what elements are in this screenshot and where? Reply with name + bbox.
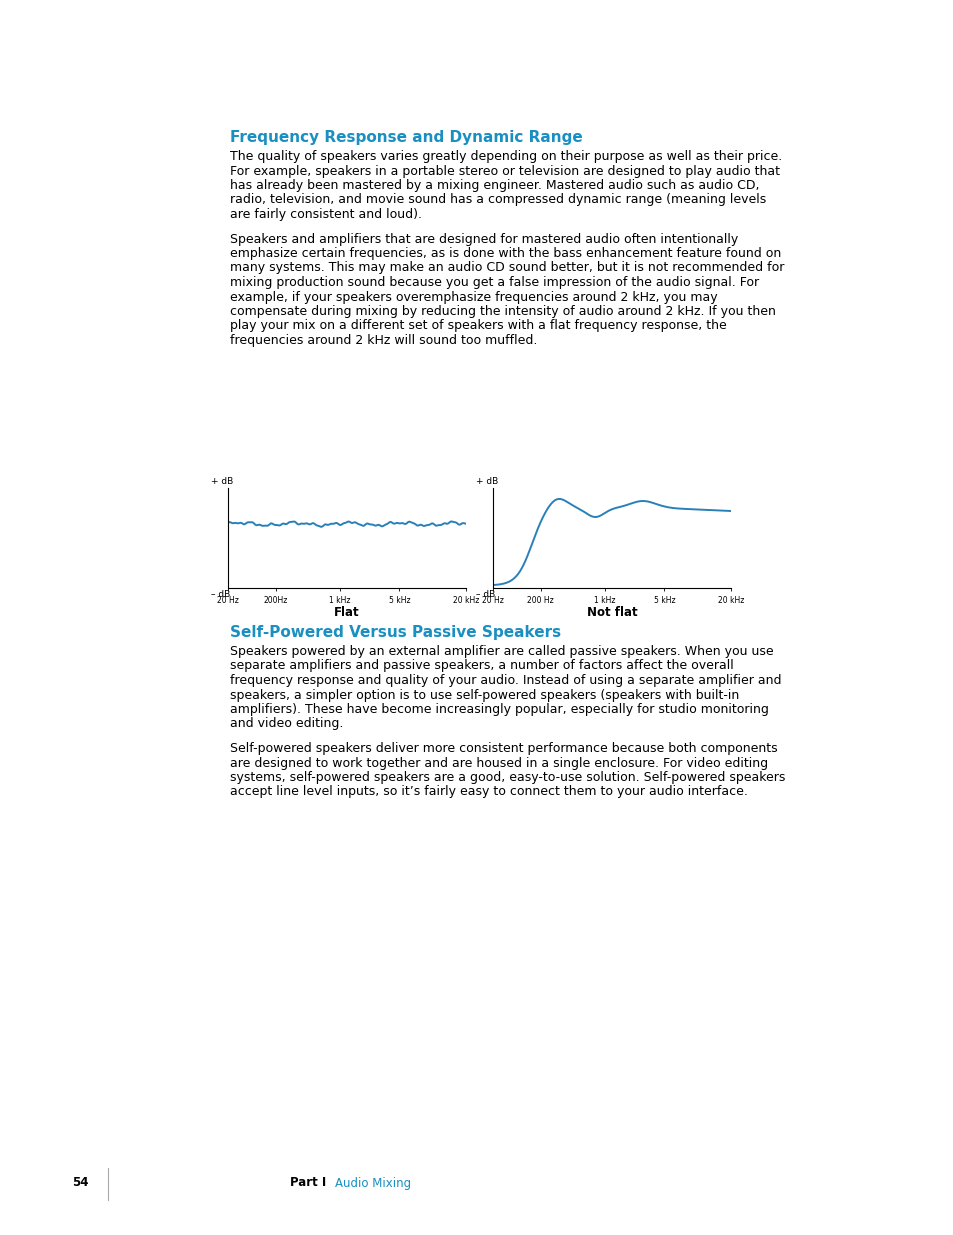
Text: Self-powered speakers deliver more consistent performance because both component: Self-powered speakers deliver more consi…: [230, 742, 777, 755]
Text: separate amplifiers and passive speakers, a number of factors affect the overall: separate amplifiers and passive speakers…: [230, 659, 733, 673]
Text: are designed to work together and are housed in a single enclosure. For video ed: are designed to work together and are ho…: [230, 757, 767, 769]
Text: Not flat: Not flat: [586, 606, 637, 619]
Text: systems, self-powered speakers are a good, easy-to-use solution. Self-powered sp: systems, self-powered speakers are a goo…: [230, 771, 784, 784]
Text: – dB: – dB: [212, 590, 231, 599]
Text: and video editing.: and video editing.: [230, 718, 343, 730]
Text: Speakers and amplifiers that are designed for mastered audio often intentionally: Speakers and amplifiers that are designe…: [230, 232, 738, 246]
Text: frequency response and quality of your audio. Instead of using a separate amplif: frequency response and quality of your a…: [230, 674, 781, 687]
Text: frequencies around 2 kHz will sound too muffled.: frequencies around 2 kHz will sound too …: [230, 333, 537, 347]
Text: many systems. This may make an audio CD sound better, but it is not recommended : many systems. This may make an audio CD …: [230, 262, 783, 274]
Text: has already been mastered by a mixing engineer. Mastered audio such as audio CD,: has already been mastered by a mixing en…: [230, 179, 759, 191]
Text: Self-Powered Versus Passive Speakers: Self-Powered Versus Passive Speakers: [230, 625, 560, 640]
Text: Audio Mixing: Audio Mixing: [335, 1177, 411, 1189]
Text: play your mix on a different set of speakers with a flat frequency response, the: play your mix on a different set of spea…: [230, 320, 726, 332]
Text: example, if your speakers overemphasize frequencies around 2 kHz, you may: example, if your speakers overemphasize …: [230, 290, 717, 304]
Text: + dB: + dB: [476, 477, 498, 487]
Text: 54: 54: [71, 1177, 89, 1189]
Text: amplifiers). These have become increasingly popular, especially for studio monit: amplifiers). These have become increasin…: [230, 703, 768, 716]
Text: Part I: Part I: [290, 1177, 326, 1189]
Text: compensate during mixing by reducing the intensity of audio around 2 kHz. If you: compensate during mixing by reducing the…: [230, 305, 775, 317]
Text: Speakers powered by an external amplifier are called passive speakers. When you : Speakers powered by an external amplifie…: [230, 645, 773, 658]
Text: emphasize certain frequencies, as is done with the bass enhancement feature foun: emphasize certain frequencies, as is don…: [230, 247, 781, 261]
Text: For example, speakers in a portable stereo or television are designed to play au: For example, speakers in a portable ster…: [230, 164, 780, 178]
Text: Frequency Response and Dynamic Range: Frequency Response and Dynamic Range: [230, 130, 582, 144]
Text: speakers, a simpler option is to use self-powered speakers (speakers with built-: speakers, a simpler option is to use sel…: [230, 688, 739, 701]
Text: mixing production sound because you get a false impression of the audio signal. : mixing production sound because you get …: [230, 275, 759, 289]
Text: The quality of speakers varies greatly depending on their purpose as well as the: The quality of speakers varies greatly d…: [230, 149, 781, 163]
Text: accept line level inputs, so it’s fairly easy to connect them to your audio inte: accept line level inputs, so it’s fairly…: [230, 785, 747, 799]
Text: are fairly consistent and loud).: are fairly consistent and loud).: [230, 207, 421, 221]
Text: radio, television, and movie sound has a compressed dynamic range (meaning level: radio, television, and movie sound has a…: [230, 194, 765, 206]
Text: – dB: – dB: [476, 590, 495, 599]
Text: Flat: Flat: [334, 606, 359, 619]
Text: + dB: + dB: [212, 477, 233, 487]
